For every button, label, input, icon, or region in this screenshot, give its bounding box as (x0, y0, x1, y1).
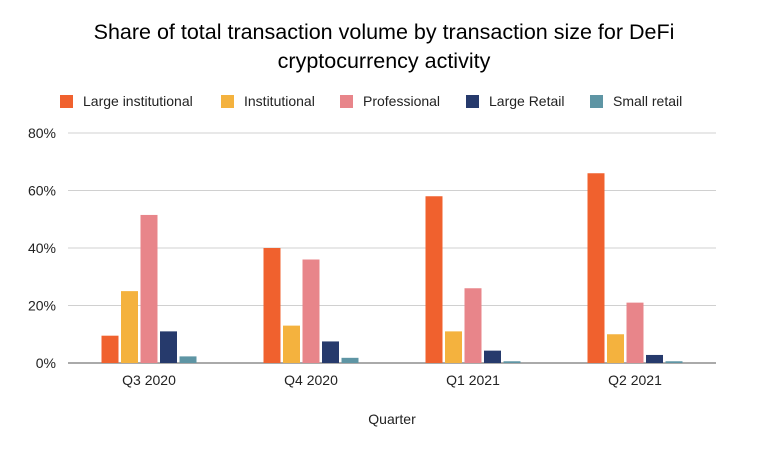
x-tick-label-q3-2020: Q3 2020 (122, 372, 176, 388)
bar-small-retail-q4-2020 (341, 357, 359, 363)
bar-small-retail-q2-2021 (665, 361, 683, 363)
legend-item-professional: Professional (340, 90, 440, 112)
legend-item-large-institutional: Large institutional (60, 90, 193, 112)
legend-label-small-retail: Small retail (613, 93, 683, 109)
bar-professional-q3-2020 (140, 214, 158, 363)
legend-swatch-large-institutional (60, 94, 73, 108)
y-tick-label-20: 20% (28, 298, 56, 314)
bar-large-retail-q1-2021 (484, 350, 501, 363)
legend-swatch-institutional (221, 94, 234, 108)
legend-label-institutional: Institutional (244, 93, 315, 109)
legend-label-large-retail: Large Retail (489, 93, 565, 109)
x-tick-label-q1-2021: Q1 2021 (446, 372, 500, 388)
chart-title: Share of total transaction volume by tra… (0, 18, 768, 76)
bar-professional-q4-2020 (302, 259, 320, 363)
bar-professional-q1-2021 (464, 288, 482, 363)
bar-institutional-q4-2020 (283, 325, 300, 363)
legend: Large institutional Institutional Profes… (0, 90, 768, 112)
bar-large-retail-q3-2020 (160, 331, 177, 363)
x-tick-label-q2-2021: Q2 2021 (608, 372, 662, 388)
bar-large-retail-q2-2021 (646, 354, 663, 363)
legend-swatch-professional (340, 94, 353, 108)
bar-large-institutional-q3-2020 (101, 335, 119, 363)
y-tick-label-80: 80% (28, 125, 56, 141)
legend-swatch-small-retail (590, 94, 603, 108)
y-tick-label-40: 40% (28, 240, 56, 256)
bar-small-retail-q3-2020 (179, 356, 197, 363)
legend-swatch-large-retail (466, 94, 479, 108)
bar-institutional-q3-2020 (121, 291, 138, 363)
legend-label-large-institutional: Large institutional (83, 93, 193, 109)
x-axis-title: Quarter (368, 411, 416, 427)
y-tick-label-60: 60% (28, 183, 56, 199)
legend-item-large-retail: Large Retail (466, 90, 565, 112)
chart-title-line-1: Share of total transaction volume by tra… (93, 20, 675, 44)
bar-small-retail-q1-2021 (503, 361, 521, 363)
x-tick-label-q4-2020: Q4 2020 (284, 372, 338, 388)
legend-item-institutional: Institutional (221, 90, 315, 112)
bar-large-institutional-q4-2020 (263, 248, 281, 363)
y-tick-label-0: 0% (36, 355, 56, 371)
bar-professional-q2-2021 (626, 302, 644, 363)
bar-institutional-q2-2021 (607, 334, 624, 363)
legend-label-professional: Professional (363, 93, 441, 109)
bar-large-institutional-q2-2021 (587, 173, 605, 363)
bar-large-institutional-q1-2021 (425, 196, 443, 363)
chart-title-line-2: cryptocurrency activity (277, 49, 491, 73)
bar-large-retail-q4-2020 (322, 341, 339, 363)
bar-institutional-q1-2021 (445, 331, 462, 363)
legend-item-small-retail: Small retail (590, 90, 682, 112)
